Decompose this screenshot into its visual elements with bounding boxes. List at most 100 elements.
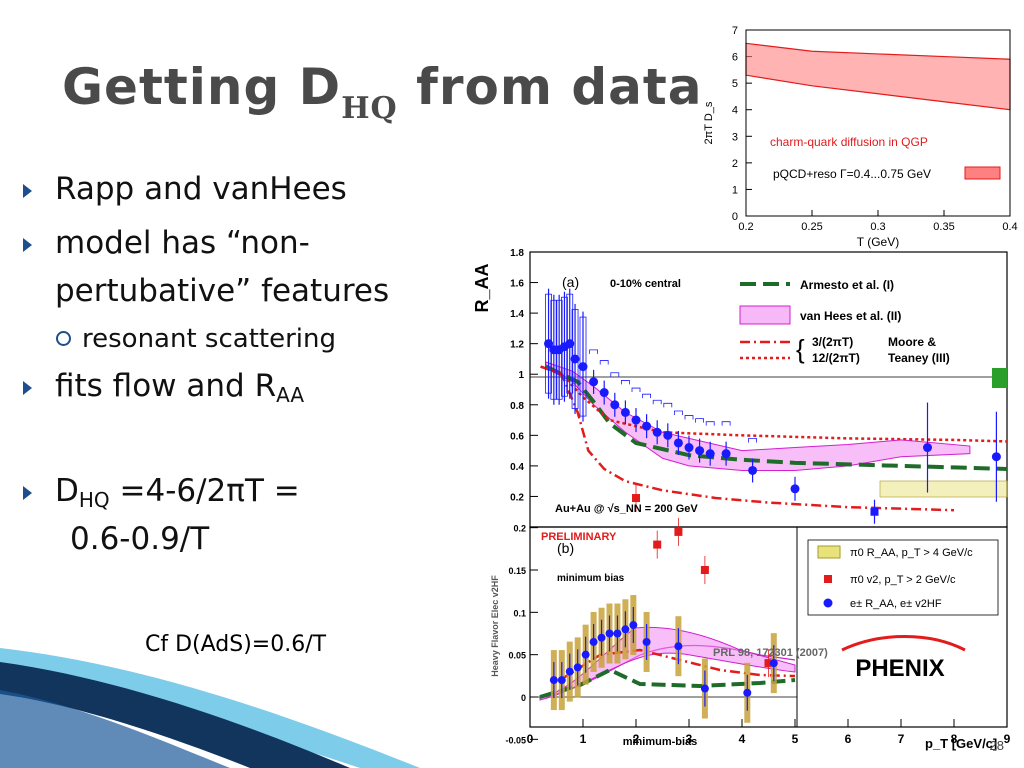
top-ytick-label: 3: [732, 131, 738, 143]
raa-ytick-label: 1.6: [510, 279, 524, 290]
bullet-3: fits flow and RAA: [23, 367, 304, 414]
top-ytick-label: 0: [732, 211, 738, 223]
bullet-2-cont: pertubative” features: [55, 273, 390, 309]
slide-title: Getting DHQ from data: [62, 58, 703, 126]
legend-pi0-v2-marker: [824, 575, 832, 583]
v2-points: [549, 484, 778, 723]
bullet-2: model has “non-: [23, 224, 310, 262]
v2-ylabel: Heavy Flavor Elec v2HF: [490, 575, 500, 677]
raa-syst-bracket: [695, 418, 704, 423]
raa-ytick-label: 0.6: [510, 431, 524, 442]
v2-point: [581, 650, 590, 659]
raa-ytick-label: 1.4: [510, 309, 524, 320]
raa-point: [684, 443, 694, 453]
xtick-label: 1: [580, 732, 587, 746]
v2-point: [565, 667, 574, 676]
raa-syst-bracket: [610, 372, 620, 377]
legend-pi0-raa-swatch: [817, 545, 841, 559]
v2-point: [674, 642, 683, 651]
raa-point: [589, 377, 599, 387]
raa-point: [565, 339, 575, 349]
legend-mt12: 12/(2πT): [812, 351, 860, 365]
legend-vanhees-swatch: [739, 305, 791, 325]
raa-point: [642, 421, 652, 431]
triangle-bullet-icon: [23, 238, 32, 252]
raa-point: [991, 452, 1001, 462]
legend-mt3: 3/(2πT): [812, 335, 853, 349]
v2-ytick-label: 0.1: [513, 608, 526, 618]
top-ytick-label: 7: [732, 25, 738, 37]
v2-point: [613, 629, 622, 638]
moore-teaney-3-line: [540, 365, 955, 512]
legend-vanhees: van Hees et al. (II): [800, 309, 901, 323]
raa-point: [695, 446, 705, 456]
raa-syst-bracket: [599, 360, 609, 365]
top-annotation: charm-quark diffusion in QGP: [770, 135, 928, 149]
raa-points: [544, 288, 1001, 524]
raa-point: [631, 415, 641, 425]
top-xtick-label: 0.3: [870, 221, 885, 233]
raa-syst-bracket: [631, 387, 641, 393]
raa-ytick-label: 1.8: [510, 248, 524, 259]
top-xtick-label: 0.2: [738, 221, 753, 233]
page-number: 28: [990, 738, 1004, 753]
top-ytick-label: 6: [732, 52, 738, 64]
min-bias-label: minimum bias: [557, 573, 625, 584]
v2-ytick-label: 0.2: [513, 524, 526, 534]
raa-point: [721, 449, 731, 459]
bullet-1: Rapp and vanHees: [23, 170, 347, 208]
circle-bullet-icon: [56, 331, 71, 346]
van-hees-band: [545, 361, 971, 471]
raa-syst-bracket: [674, 410, 683, 415]
top-ytick-label: 1: [732, 184, 738, 196]
xtick-label: 3: [686, 732, 693, 746]
xtick-label: 4: [739, 732, 746, 746]
v2-point: [629, 621, 638, 630]
top-plot-frame: [745, 29, 1011, 217]
v2-point: [557, 676, 566, 685]
raa-ytick-label: 0.8: [510, 401, 524, 412]
raa-point: [923, 443, 932, 453]
title-end: from data: [397, 58, 703, 116]
top-xtick-label: 0.35: [933, 221, 954, 233]
top-xlabel: T (GeV): [857, 235, 899, 249]
v2-ytick-label: 0.05: [508, 651, 526, 661]
bullet-4-cont: 0.6-0.9/T: [70, 521, 210, 557]
pt-xlabel: p_T [GeV/c]: [925, 736, 997, 751]
v2-ytick-label: 0: [521, 693, 526, 703]
pi0-raa-band: [879, 480, 1008, 498]
raa-point: [570, 354, 580, 364]
legend-brace: {: [796, 334, 805, 364]
triangle-bullet-icon: [23, 184, 32, 198]
legend-pi0-raa: π0 R_AA, p_T > 4 GeV/c: [850, 547, 973, 559]
xtick-label: 7: [898, 732, 905, 746]
raa-point: [599, 388, 609, 398]
v2-ytick-label: 0.15: [508, 566, 526, 576]
top-legend-label: pQCD+reso Γ=0.4...0.75 GeV: [773, 167, 931, 181]
moore-teaney-12-line: [540, 365, 1008, 443]
system-label: Au+Au @ √s_NN = 200 GeV: [555, 503, 698, 515]
v2-point: [549, 676, 558, 685]
raa-syst-bracket: [748, 438, 757, 443]
triangle-bullet-icon: [23, 486, 32, 500]
raa-ylabel: R_AA: [472, 263, 492, 312]
top-xtick-label: 0.25: [801, 221, 822, 233]
v2-point: [769, 659, 778, 668]
raa-syst-bracket: [589, 349, 598, 354]
top-ytick-label: 2: [732, 158, 738, 170]
title-subscript: HQ: [341, 91, 398, 126]
legend-armesto: Armesto et al. (I): [800, 278, 894, 292]
xtick-label: 8: [951, 732, 958, 746]
xtick-label: 2: [633, 732, 640, 746]
raa-syst-bracket: [663, 402, 673, 408]
v2-point: [621, 625, 630, 634]
v2-point: [597, 633, 606, 642]
top-ylabel: 2πT D_s: [703, 101, 715, 144]
raa-syst-bracket: [721, 421, 731, 426]
raa-point: [705, 449, 715, 459]
legend-electron-marker: [823, 598, 833, 608]
raa-point: [748, 465, 758, 475]
raa-point: [620, 407, 630, 417]
